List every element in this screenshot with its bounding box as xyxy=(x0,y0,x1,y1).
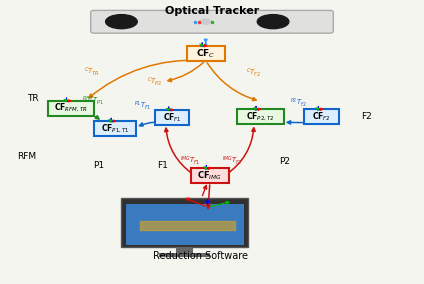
Text: F2: F2 xyxy=(362,112,372,121)
Text: P1: P1 xyxy=(93,161,104,170)
Bar xyxy=(121,198,248,247)
Text: CF$_{P2,T2}$: CF$_{P2,T2}$ xyxy=(246,110,275,123)
Text: $^CT_{F2}$: $^CT_{F2}$ xyxy=(246,66,262,78)
Text: $^{IMG}T_{F2}$: $^{IMG}T_{F2}$ xyxy=(222,155,243,167)
Bar xyxy=(126,204,244,245)
FancyBboxPatch shape xyxy=(91,11,333,33)
Ellipse shape xyxy=(257,14,289,29)
FancyBboxPatch shape xyxy=(237,109,284,124)
Text: CF$_{F1}$: CF$_{F1}$ xyxy=(162,111,181,124)
Bar xyxy=(159,253,210,257)
Text: $^{IMG}T_{F1}$: $^{IMG}T_{F1}$ xyxy=(180,155,201,167)
Text: CF$_{F2}$: CF$_{F2}$ xyxy=(312,110,331,123)
Text: RFM: RFM xyxy=(17,152,36,160)
Text: Reduction Software: Reduction Software xyxy=(153,251,248,261)
Text: CF$_C$: CF$_C$ xyxy=(196,47,215,60)
Text: $^{RFM}T_{P1}$: $^{RFM}T_{P1}$ xyxy=(82,94,104,106)
FancyBboxPatch shape xyxy=(47,101,94,116)
FancyBboxPatch shape xyxy=(191,168,229,183)
Text: $^CT_{TR}$: $^CT_{TR}$ xyxy=(84,65,100,78)
Text: $^{P2}T_{F2}$: $^{P2}T_{F2}$ xyxy=(290,96,307,109)
Ellipse shape xyxy=(106,14,137,29)
Text: CF$_{IMG}$: CF$_{IMG}$ xyxy=(198,170,223,182)
Text: TR: TR xyxy=(27,94,38,103)
Text: Optical Tracker: Optical Tracker xyxy=(165,6,259,16)
FancyBboxPatch shape xyxy=(155,110,189,125)
Text: P2: P2 xyxy=(279,157,290,166)
Text: CF$_{P1,T1}$: CF$_{P1,T1}$ xyxy=(101,122,129,135)
FancyBboxPatch shape xyxy=(94,121,137,136)
Text: $^{P1}T_{F1}$: $^{P1}T_{F1}$ xyxy=(134,100,151,112)
Text: CF$_{RFM,TR}$: CF$_{RFM,TR}$ xyxy=(54,102,88,114)
FancyBboxPatch shape xyxy=(187,45,225,61)
Ellipse shape xyxy=(201,19,211,24)
FancyBboxPatch shape xyxy=(304,109,339,124)
Bar xyxy=(176,247,193,254)
Text: $^CT_{P2}$: $^CT_{P2}$ xyxy=(148,75,163,88)
Text: F1: F1 xyxy=(157,161,168,170)
